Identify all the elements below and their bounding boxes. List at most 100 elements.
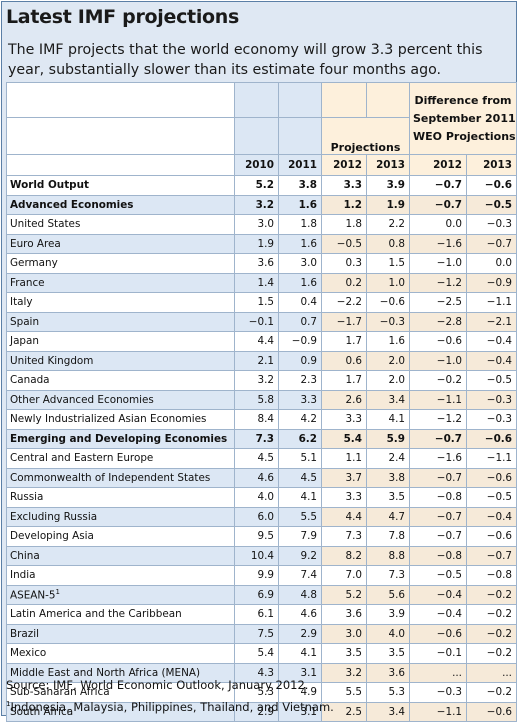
value-cell: 5.9: [366, 428, 410, 449]
value-cell: 3.7: [321, 467, 367, 488]
row-label-text: United Kingdom: [10, 354, 94, 367]
value-cell: 9.5: [234, 526, 279, 547]
value-cell: −0.3: [466, 389, 517, 410]
row-label-text: United States: [10, 218, 81, 231]
value-cell: 4.5: [234, 448, 279, 469]
row-label-text: France: [10, 276, 45, 289]
value-cell: −0.2: [409, 370, 467, 391]
value-cell: −1.7: [321, 311, 367, 332]
value-cell: −1.6: [409, 233, 467, 254]
row-label-text: South Africa: [10, 705, 74, 718]
footnote-mark: 1: [6, 700, 11, 709]
value-cell: 5.2: [234, 175, 279, 196]
table-row: India 9.9 7.4 7.0 7.3 −0.5 −0.8: [6, 565, 517, 586]
value-cell: 3.1: [278, 701, 322, 722]
row-label-text: Latin America and the Caribbean: [10, 608, 182, 621]
table-row: Mexico 5.4 4.1 3.5 3.5 −0.1 −0.2: [6, 643, 517, 664]
value-cell: 5.4: [234, 643, 279, 664]
value-cell: 3.9: [366, 175, 410, 196]
value-cell: 1.2: [321, 194, 367, 215]
value-cell: 0.3: [321, 253, 367, 274]
row-label-text: Other Advanced Economies: [10, 393, 154, 406]
subtitle: The IMF projects that the world economy …: [8, 42, 483, 78]
year-header: 2012: [409, 154, 467, 176]
year-header: 2013: [466, 154, 517, 176]
value-cell: 3.6: [234, 253, 279, 274]
value-cell: 4.0: [366, 623, 410, 644]
row-label-text: Advanced Economies: [10, 198, 134, 211]
table-row: Russia 4.0 4.1 3.3 3.5 −0.8 −0.5: [6, 487, 517, 508]
value-cell: −0.5: [466, 194, 517, 215]
value-cell: −0.2: [466, 604, 517, 625]
value-cell: −2.5: [409, 292, 467, 313]
value-cell: 1.6: [278, 272, 322, 293]
value-cell: 3.3: [321, 175, 367, 196]
value-cell: 5.5: [278, 506, 322, 527]
value-cell: 2.9: [234, 701, 279, 722]
value-cell: 1.6: [278, 194, 322, 215]
value-cell: −0.6: [466, 428, 517, 449]
value-cell: −0.8: [409, 487, 467, 508]
table-row: Sub-Saharan Africa 5.3 4.9 5.5 5.3 −0.3 −0.2: [6, 682, 517, 703]
value-cell: 4.7: [366, 506, 410, 527]
value-cell: −0.2: [466, 682, 517, 703]
row-label: ASEAN-51: [6, 584, 235, 605]
value-cell: 3.2: [234, 370, 279, 391]
value-cell: 7.3: [321, 526, 367, 547]
table-row: Germany 3.6 3.0 0.3 1.5 −1.0 0.0: [6, 253, 517, 274]
value-cell: 5.5: [321, 682, 367, 703]
value-cell: −0.5: [466, 370, 517, 391]
row-label-text: Japan: [10, 335, 39, 348]
header-row-years: 2010 2011 2012 2013 2012 2013: [6, 154, 517, 176]
value-cell: 3.5: [366, 487, 410, 508]
footnote: 1Indonesia, Malaysia, Philippines, Thail…: [6, 700, 334, 714]
year-header: 2011: [278, 154, 322, 176]
value-cell: 4.3: [234, 662, 279, 683]
value-cell: −0.5: [321, 233, 367, 254]
value-cell: 7.8: [366, 526, 410, 547]
value-cell: 1.8: [321, 214, 367, 235]
projections-header: Projections: [321, 117, 410, 155]
row-label: Russia: [6, 487, 235, 508]
difference-header-line3: WEO Projections: [413, 129, 516, 143]
value-cell: 3.0: [321, 623, 367, 644]
value-cell: 3.4: [366, 701, 410, 722]
value-cell: 4.1: [366, 409, 410, 430]
value-cell: −0.4: [409, 604, 467, 625]
row-label: Italy: [6, 292, 235, 313]
value-cell: −1.2: [409, 409, 467, 430]
page-title: Latest IMF projections: [6, 6, 240, 28]
source-note: Source: IMF, World Economic Outlook, Jan…: [6, 678, 309, 692]
value-cell: −2.1: [466, 311, 517, 332]
value-cell: −2.8: [409, 311, 467, 332]
header-blank: [278, 82, 322, 118]
value-cell: −0.3: [409, 682, 467, 703]
value-cell: 2.0: [366, 350, 410, 371]
row-label-text: Germany: [10, 257, 58, 270]
row-label-text: Canada: [10, 374, 50, 387]
footnote-text: Indonesia, Malaysia, Philippines, Thaila…: [10, 700, 334, 714]
row-label-text: World Output: [10, 179, 89, 192]
value-cell: 4.1: [278, 643, 322, 664]
row-label: Spain: [6, 311, 235, 332]
row-label: United Kingdom: [6, 350, 235, 371]
value-cell: 7.4: [278, 565, 322, 586]
value-cell: 3.5: [366, 643, 410, 664]
difference-header-line1: Difference from: [414, 93, 512, 107]
table-row: United Kingdom 2.1 0.9 0.6 2.0 −1.0 −0.4: [6, 350, 517, 371]
value-cell: 0.8: [366, 233, 410, 254]
header-row-top: Difference from September 2011 WEO Proje…: [6, 82, 517, 155]
row-label: Excluding Russia: [6, 506, 235, 527]
header-blank: [366, 82, 410, 118]
header-row-mid: Projections: [6, 117, 517, 155]
value-cell: −0.9: [278, 331, 322, 352]
value-cell: −0.1: [234, 311, 279, 332]
value-cell: −0.7: [409, 194, 467, 215]
value-cell: −0.3: [466, 214, 517, 235]
row-label-text: Brazil: [10, 627, 39, 640]
row-label: Euro Area: [6, 233, 235, 254]
value-cell: 3.2: [321, 662, 367, 683]
value-cell: 3.1: [278, 662, 322, 683]
row-label-text: Mexico: [10, 647, 47, 660]
value-cell: 3.8: [278, 175, 322, 196]
